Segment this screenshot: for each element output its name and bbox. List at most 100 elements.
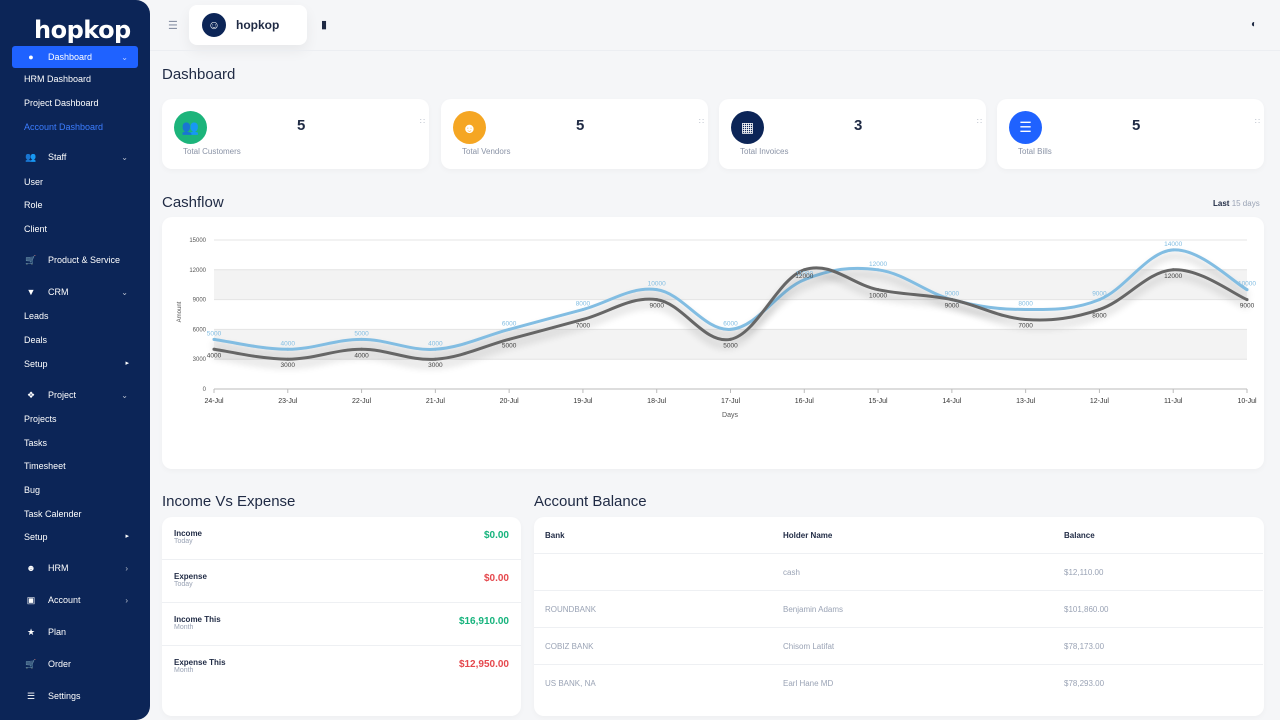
sidebar-item-crm-setup[interactable]: Setup ▸ xyxy=(24,359,129,369)
fire-icon: ● xyxy=(28,52,34,62)
y-tick-label: 15000 xyxy=(189,238,206,244)
data-point xyxy=(1171,248,1175,252)
data-point xyxy=(655,288,659,292)
sidebar-item-label: Project xyxy=(48,390,77,400)
sidebar-item-hrm[interactable]: ☻ HRM › xyxy=(12,557,138,579)
data-point xyxy=(507,327,511,331)
data-label: 3000 xyxy=(281,362,296,369)
stat-value: 3 xyxy=(854,117,863,134)
data-label: 9000 xyxy=(1240,303,1255,310)
list-item: Expense Today $0.00 xyxy=(162,560,521,603)
sidebar-item-tasks[interactable]: Tasks xyxy=(24,438,48,448)
bookmark-icon[interactable]: ▮ xyxy=(321,19,328,31)
sidebar-item-label: Account xyxy=(48,595,81,605)
sidebar: hopkop ● Dashboard ⌄ HRM Dashboard Proje… xyxy=(0,0,150,720)
x-tick-label: 16-Jul xyxy=(795,398,815,405)
sidebar-item-role[interactable]: Role xyxy=(24,200,43,210)
data-label: 4000 xyxy=(428,340,443,347)
sidebar-item-project[interactable]: ❖ Project ⌄ xyxy=(12,384,138,406)
y-tick-label: 12000 xyxy=(189,268,206,274)
sidebar-item-bug[interactable]: Bug xyxy=(24,485,41,495)
stat-card-customers[interactable]: 👥 5 Total Customers ∷ xyxy=(162,99,429,169)
sidebar-item-dashboard[interactable]: ● Dashboard ⌄ xyxy=(12,46,138,68)
cashflow-chart: 0 3000 6000 9000 12000 15000 24-Jul 23-Jul 22-J… xyxy=(177,238,1257,419)
sidebar-item-plan[interactable]: ★ Plan xyxy=(12,621,138,643)
x-tick-label: 11-Jul xyxy=(1164,398,1183,405)
drag-handle-icon[interactable]: ∷ xyxy=(976,117,982,126)
column-header-balance[interactable]: Balance xyxy=(1064,531,1095,540)
stat-card-vendors[interactable]: ☻ 5 Total Vendors ∷ xyxy=(441,99,708,169)
sidebar-item-order[interactable]: 🛒 Order xyxy=(12,653,138,675)
x-tick-label: 12-Jul xyxy=(1090,398,1110,405)
column-header-holder[interactable]: Holder Name xyxy=(783,531,833,540)
sidebar-item-crm[interactable]: ▼ CRM ⌄ xyxy=(12,281,138,303)
table-row: COBIZ BANK Chisom Latifat $78,173.00 xyxy=(534,627,1263,664)
sidebar-item-settings[interactable]: ☰ Settings xyxy=(12,685,138,707)
sidebar-item-account-dashboard[interactable]: Account Dashboard xyxy=(24,122,104,132)
data-point xyxy=(729,327,732,331)
sidebar-item-user[interactable]: User xyxy=(24,177,44,187)
app-logo[interactable]: hopkop xyxy=(34,16,131,44)
stat-card-invoices[interactable]: ▦ 3 Total Invoices ∷ xyxy=(719,99,986,169)
drag-handle-icon[interactable]: ∷ xyxy=(698,117,704,126)
grid-band xyxy=(214,329,1247,360)
data-point xyxy=(286,357,290,361)
chevron-right-icon: › xyxy=(125,595,128,605)
sidebar-item-client[interactable]: Client xyxy=(24,224,48,234)
data-label: 3000 xyxy=(428,362,443,369)
cart-icon: 🛒 xyxy=(25,658,37,669)
sidebar-item-task-calender[interactable]: Task Calender xyxy=(24,509,82,519)
y-tick-label: 0 xyxy=(203,387,207,393)
sidebar-item-label: CRM xyxy=(48,287,69,297)
range-prefix: Last xyxy=(1213,199,1230,208)
sidebar-item-project-dashboard[interactable]: Project Dashboard xyxy=(24,98,99,108)
list-item: Income Today $0.00 xyxy=(162,517,521,560)
user-menu[interactable]: ☺ hopkop xyxy=(189,5,307,45)
stat-value: 5 xyxy=(576,117,585,134)
users-icon: 👥 xyxy=(25,151,37,162)
column-header-bank[interactable]: Bank xyxy=(545,531,565,540)
data-label: 7000 xyxy=(1018,322,1033,329)
drag-handle-icon[interactable]: ∷ xyxy=(1254,117,1260,126)
data-label: 8000 xyxy=(1092,313,1107,320)
x-tick-label: 17-Jul xyxy=(721,398,741,405)
table-row: ROUNDBANK Benjamin Adams $101,860.00 xyxy=(534,590,1263,627)
stat-label: Total Customers xyxy=(183,147,241,156)
sidebar-item-staff[interactable]: 👥 Staff ⌄ xyxy=(12,146,138,168)
sidebar-item-label: Product & Service xyxy=(48,255,121,265)
sidebar-item-product-service[interactable]: 🛒 Product & Service xyxy=(12,249,138,271)
account-balance-title: Account Balance xyxy=(534,493,647,510)
data-point xyxy=(212,337,216,341)
data-label: 12000 xyxy=(1164,273,1182,280)
x-tick-label: 18-Jul xyxy=(647,398,667,405)
data-point xyxy=(581,308,585,312)
data-point xyxy=(655,298,659,302)
top-divider xyxy=(150,50,1280,51)
globe-icon[interactable]: ◐ xyxy=(1251,19,1258,30)
sidebar-item-label: Setup xyxy=(24,359,48,369)
cart-icon: 🛒 xyxy=(25,254,37,265)
row-label: Expense This xyxy=(174,658,226,667)
cashflow-title: Cashflow xyxy=(162,194,224,211)
x-tick-label: 14-Jul xyxy=(942,398,962,405)
row-label: Income This xyxy=(174,615,221,624)
cashflow-range[interactable]: Last 15 days xyxy=(1213,199,1260,208)
sidebar-item-hrm-dashboard[interactable]: HRM Dashboard xyxy=(24,74,92,84)
y-axis-label: Amount xyxy=(177,301,183,322)
data-label: 9000 xyxy=(945,303,960,310)
sidebar-item-deals[interactable]: Deals xyxy=(24,335,48,345)
sidebar-item-project-setup[interactable]: Setup ▸ xyxy=(24,532,129,542)
data-label: 5000 xyxy=(207,330,222,337)
data-label: 5000 xyxy=(502,342,517,349)
x-axis-label: Days xyxy=(722,412,738,419)
menu-toggle-icon[interactable]: ☰ xyxy=(168,20,178,32)
series-line xyxy=(212,266,1249,361)
drag-handle-icon[interactable]: ∷ xyxy=(419,117,425,126)
sidebar-item-label: Staff xyxy=(48,152,67,162)
stat-label: Total Vendors xyxy=(462,147,511,156)
sidebar-item-account[interactable]: ▣ Account › xyxy=(12,589,138,611)
sidebar-item-projects[interactable]: Projects xyxy=(24,414,57,424)
stat-card-bills[interactable]: ☰ 5 Total Bills ∷ xyxy=(997,99,1264,169)
sidebar-item-timesheet[interactable]: Timesheet xyxy=(24,461,66,471)
sidebar-item-leads[interactable]: Leads xyxy=(24,311,49,321)
